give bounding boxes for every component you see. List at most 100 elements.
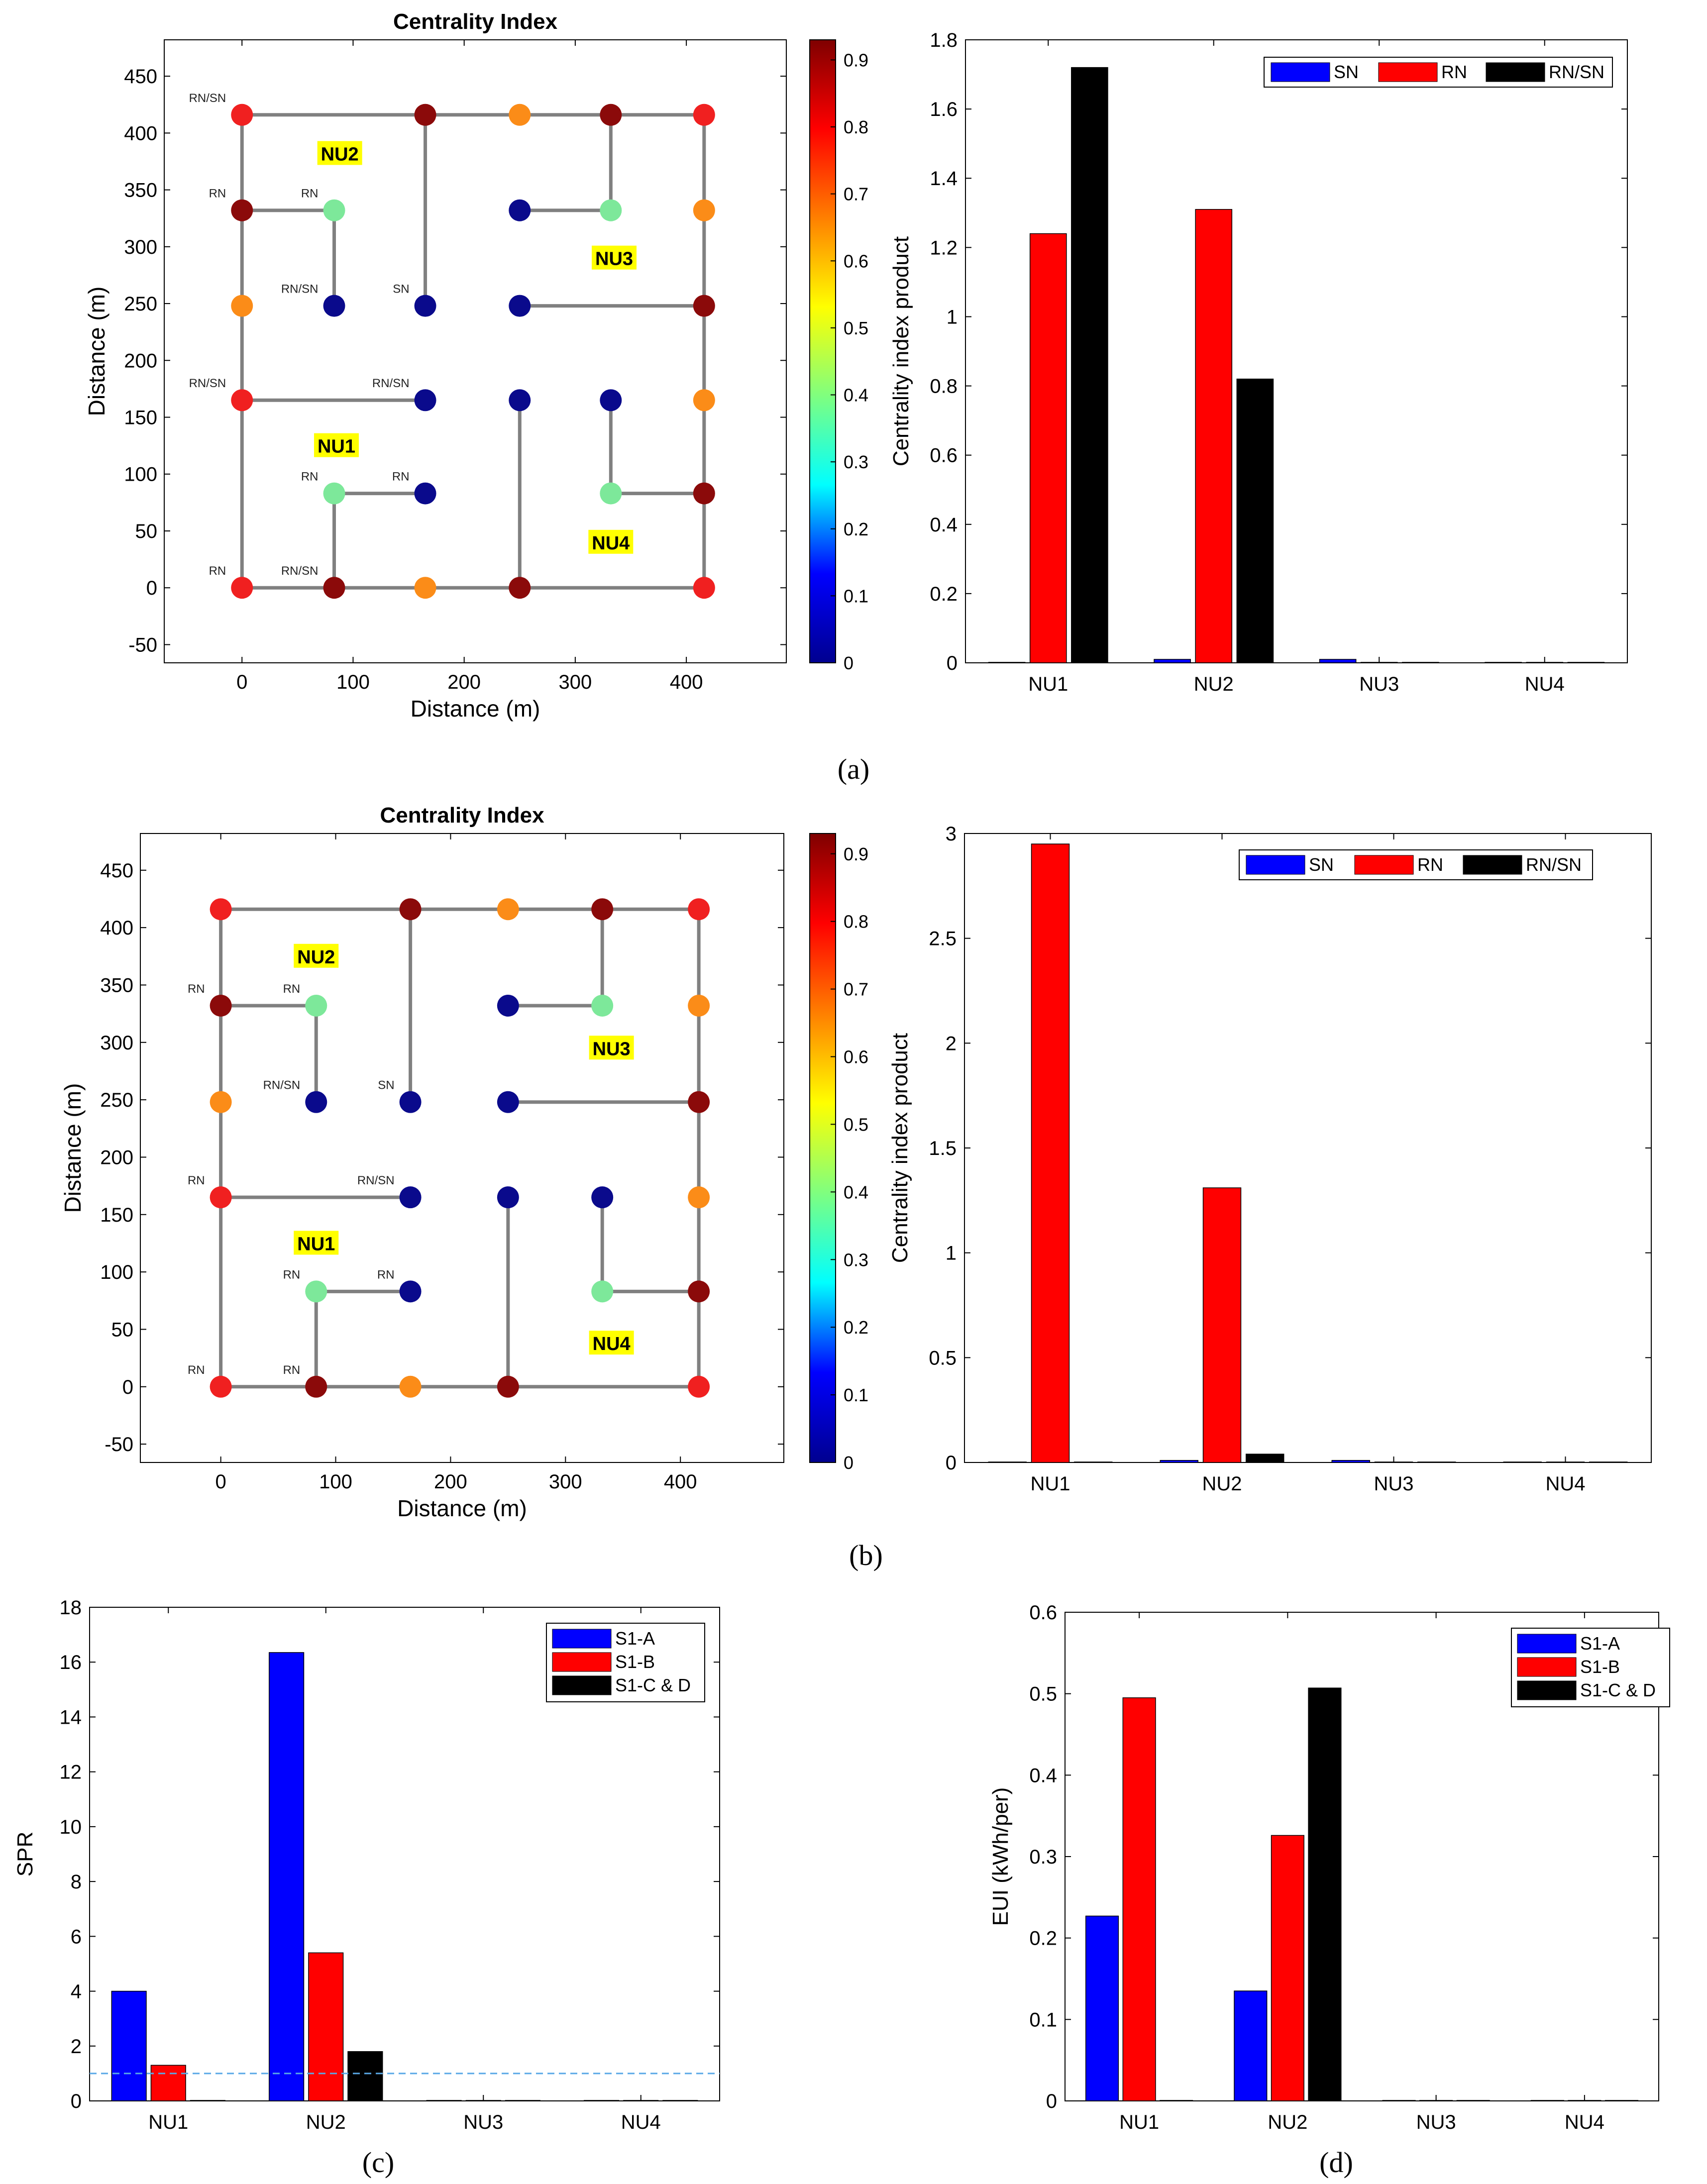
y-tick-label: 0.5 (929, 1347, 957, 1369)
network-node (497, 1186, 519, 1209)
node-type-label: RN (301, 187, 319, 201)
y-tick-label: 8 (71, 1871, 82, 1893)
y-tick-label: 150 (124, 407, 157, 429)
node-type-label: RN (392, 470, 410, 484)
bar-s1-c-d (1308, 1687, 1342, 2101)
network-node (305, 994, 327, 1017)
y-tick-label: 14 (60, 1706, 82, 1728)
colorbar-tick-label: 0.1 (844, 586, 868, 606)
map-title: Centrality Index (393, 9, 558, 34)
network-node (693, 295, 715, 317)
x-category-label: NU2 (306, 2111, 346, 2133)
x-tick-label: 0 (215, 1471, 226, 1493)
y-tick-label: 0 (947, 652, 958, 674)
x-category-label: NU1 (1028, 673, 1068, 695)
bar-rn-sn (1236, 378, 1274, 663)
network-node (509, 295, 531, 317)
caption-a: (a) (838, 753, 869, 785)
region-label: NU2 (321, 144, 359, 165)
legend-swatch (1378, 62, 1438, 82)
x-tick-label: 200 (434, 1471, 467, 1493)
legend-label: SN (1334, 62, 1359, 82)
network-node (497, 994, 519, 1017)
legend-label: S1-A (1580, 1633, 1620, 1654)
bar-s1-b (1419, 2100, 1453, 2101)
x-category-label: NU1 (1119, 2111, 1159, 2133)
bar-sn (1160, 1460, 1198, 1463)
y-tick-label: 0 (946, 1452, 957, 1474)
node-type-label: RN/SN (263, 1079, 301, 1092)
legend-swatch (1354, 855, 1414, 875)
y-tick-label: 16 (60, 1652, 82, 1673)
region-label: NU1 (297, 1234, 335, 1254)
y-tick-label: 4 (71, 1981, 82, 2003)
map-axes-frame (140, 833, 784, 1463)
network-node (509, 199, 531, 221)
bar-s1-c-d (1160, 2100, 1193, 2101)
panel-a-network-map: Centrality Index 0 100 200 300 400 -50 0 50 100 15… (84, 9, 868, 722)
legend-swatch (1517, 1634, 1577, 1654)
network-node (399, 1091, 422, 1113)
legend-label: RN/SN (1526, 854, 1582, 875)
x-tick-label: 300 (549, 1471, 582, 1493)
colorbar (809, 39, 836, 663)
node-type-label: RN (301, 470, 319, 484)
node-type-label: RN/SN (281, 283, 319, 296)
x-category-label: NU4 (1525, 673, 1565, 695)
network-node (591, 898, 614, 921)
node-type-label: RN/SN (189, 92, 226, 105)
y-tick-label: 300 (124, 236, 157, 258)
node-type-label: RN/SN (189, 377, 226, 390)
bar-s1-b (1271, 1835, 1304, 2101)
legend-label: SN (1309, 854, 1334, 875)
network-node (323, 577, 345, 599)
colorbar-tick-label: 0.4 (844, 385, 868, 406)
bar-rn (1202, 1187, 1242, 1463)
x-category-label: NU3 (463, 2111, 503, 2133)
x-category-label: NU3 (1359, 673, 1399, 695)
bar-s1-c-d (190, 2100, 225, 2101)
y-tick-label: -50 (105, 1434, 133, 1456)
y-tick-label: 0 (71, 2090, 82, 2112)
bar-s1-b (623, 2100, 659, 2101)
network-node (693, 389, 715, 412)
x-tick-label: 100 (336, 671, 370, 693)
network-node (509, 104, 531, 126)
colorbar-tick-label: 0.7 (844, 979, 868, 1000)
colorbar-tick-label: 0.2 (844, 1317, 868, 1338)
y-axis-label: Distance (m) (60, 1083, 86, 1213)
y-tick-label: 0.8 (930, 376, 958, 398)
legend-label: S1-A (615, 1628, 655, 1649)
region-label: NU3 (595, 249, 633, 270)
region-label: NU3 (593, 1039, 631, 1059)
network-node (693, 577, 715, 599)
bar-sn (988, 662, 1026, 663)
network-node (305, 1375, 327, 1398)
x-tick-label: 200 (447, 671, 481, 693)
region-label: NU1 (318, 436, 355, 457)
colorbar-tick-label: 0.7 (844, 184, 868, 205)
legend-swatch (552, 1652, 612, 1672)
network-node (231, 295, 253, 317)
y-tick-label: 0.5 (1029, 1683, 1057, 1705)
network-node (210, 1375, 232, 1398)
x-category-label: NU2 (1202, 1473, 1242, 1495)
region-label-bg (589, 1036, 634, 1060)
node-type-label: RN/SN (357, 1174, 395, 1187)
x-axis-label: Distance (m) (397, 1495, 527, 1521)
bar-s1-a (269, 1652, 305, 2101)
y-tick-label: 3 (946, 823, 957, 845)
region-label: NU4 (593, 1334, 631, 1354)
y-tick-label: 1.5 (929, 1138, 957, 1159)
network-node (688, 994, 710, 1017)
bar-sn (1319, 659, 1357, 663)
network-node (231, 199, 253, 221)
colorbar-tick-label: 0.5 (844, 1114, 868, 1135)
legend-swatch (1463, 855, 1522, 875)
legend-swatch (1486, 62, 1545, 82)
caption-c: (c) (362, 2146, 394, 2179)
region-label-bg (592, 245, 637, 270)
network-node (688, 1280, 710, 1303)
y-tick-label: 450 (100, 860, 133, 882)
node-type-label: RN (283, 982, 301, 996)
